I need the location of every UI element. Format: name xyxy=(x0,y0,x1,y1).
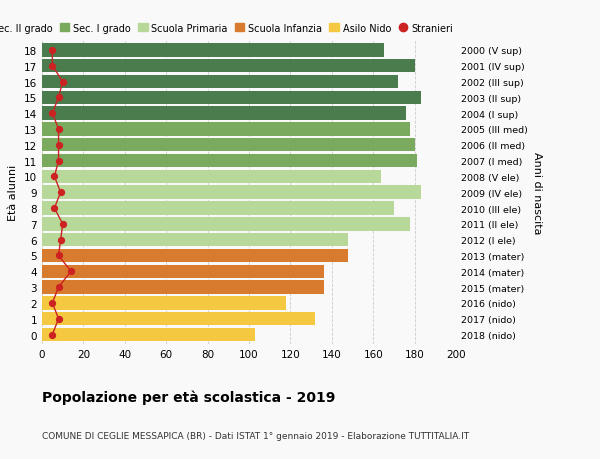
Bar xyxy=(42,202,394,215)
Point xyxy=(54,142,64,149)
Point xyxy=(47,110,57,118)
Bar xyxy=(42,312,315,326)
Bar xyxy=(42,265,323,278)
Bar xyxy=(42,60,415,73)
Y-axis label: Anni di nascita: Anni di nascita xyxy=(532,151,542,234)
Point xyxy=(54,315,64,323)
Point xyxy=(56,189,65,196)
Bar xyxy=(42,249,349,263)
Bar xyxy=(42,91,421,105)
Point xyxy=(47,331,57,338)
Point xyxy=(47,63,57,70)
Legend: Sec. II grado, Sec. I grado, Scuola Primaria, Scuola Infanzia, Asilo Nido, Stran: Sec. II grado, Sec. I grado, Scuola Prim… xyxy=(0,23,453,34)
Point xyxy=(47,47,57,55)
Y-axis label: Età alunni: Età alunni xyxy=(8,165,19,221)
Bar xyxy=(42,234,349,247)
Point xyxy=(54,284,64,291)
Bar xyxy=(42,44,383,57)
Point xyxy=(50,174,59,181)
Point xyxy=(58,221,68,228)
Point xyxy=(47,300,57,307)
Point xyxy=(54,157,64,165)
Bar xyxy=(42,186,421,200)
Point xyxy=(54,95,64,102)
Text: Popolazione per età scolastica - 2019: Popolazione per età scolastica - 2019 xyxy=(42,390,335,405)
Text: COMUNE DI CEGLIE MESSAPICA (BR) - Dati ISTAT 1° gennaio 2019 - Elaborazione TUTT: COMUNE DI CEGLIE MESSAPICA (BR) - Dati I… xyxy=(42,431,469,441)
Point xyxy=(54,126,64,133)
Bar xyxy=(42,328,255,341)
Point xyxy=(50,205,59,212)
Point xyxy=(56,236,65,244)
Point xyxy=(58,78,68,86)
Bar xyxy=(42,170,382,184)
Bar xyxy=(42,107,406,121)
Bar xyxy=(42,123,410,136)
Bar xyxy=(42,76,398,89)
Bar xyxy=(42,281,323,294)
Bar xyxy=(42,218,410,231)
Bar xyxy=(42,297,286,310)
Bar xyxy=(42,155,416,168)
Bar xyxy=(42,139,415,152)
Point xyxy=(54,252,64,260)
Point xyxy=(66,268,76,275)
